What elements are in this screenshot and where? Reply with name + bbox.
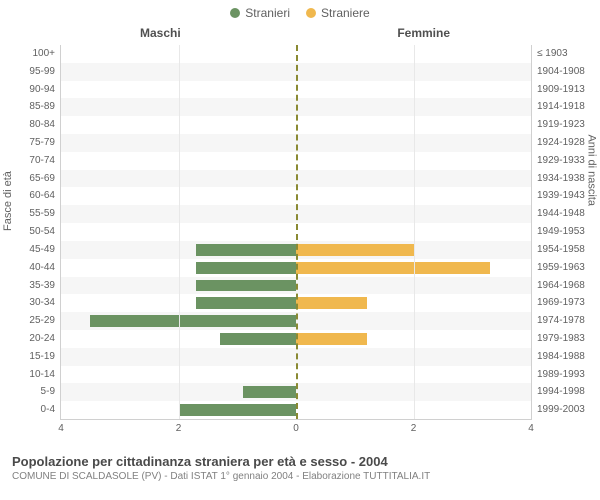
- year-label: 1939-1943: [531, 187, 585, 205]
- legend-swatch-male: [230, 8, 240, 18]
- bar-male: [196, 280, 296, 292]
- year-label: 1959-1963: [531, 259, 585, 277]
- year-label: 1969-1973: [531, 294, 585, 312]
- x-tick-label: 2: [411, 419, 417, 434]
- age-label: 5-9: [41, 383, 61, 401]
- age-label: 35-39: [29, 277, 61, 295]
- age-label: 40-44: [29, 259, 61, 277]
- legend-item-male: Stranieri: [230, 6, 290, 20]
- year-label: 1954-1958: [531, 241, 585, 259]
- chart-footer: Popolazione per cittadinanza straniera p…: [12, 454, 588, 482]
- x-tick-label: 0: [293, 419, 299, 434]
- gridline-vertical: [179, 45, 180, 419]
- year-label: 1929-1933: [531, 152, 585, 170]
- year-label: 1984-1988: [531, 348, 585, 366]
- chart-container: Stranieri Straniere Maschi Femmine Fasce…: [0, 0, 600, 500]
- age-label: 30-34: [29, 294, 61, 312]
- bar-male: [196, 262, 296, 274]
- age-label: 55-59: [29, 205, 61, 223]
- bar-female: [296, 333, 367, 345]
- age-label: 65-69: [29, 170, 61, 188]
- year-label: 1919-1923: [531, 116, 585, 134]
- y-axis-title-right: Anni di nascita: [586, 134, 598, 206]
- year-label: 1964-1968: [531, 277, 585, 295]
- year-label: 1949-1953: [531, 223, 585, 241]
- year-label: 1934-1938: [531, 170, 585, 188]
- legend-label-female: Straniere: [321, 6, 370, 20]
- chart-subtitle: COMUNE DI SCALDASOLE (PV) - Dati ISTAT 1…: [12, 471, 588, 482]
- year-label: 1914-1918: [531, 98, 585, 116]
- year-label: 1974-1978: [531, 312, 585, 330]
- age-label: 90-94: [29, 81, 61, 99]
- year-label: 1989-1993: [531, 366, 585, 384]
- bar-male: [243, 386, 296, 398]
- bar-male: [90, 315, 296, 327]
- age-label: 60-64: [29, 187, 61, 205]
- year-label: 1909-1913: [531, 81, 585, 99]
- x-tick-label: 2: [176, 419, 182, 434]
- bar-female: [296, 244, 414, 256]
- year-label: 1904-1908: [531, 63, 585, 81]
- year-label: 1944-1948: [531, 205, 585, 223]
- age-label: 45-49: [29, 241, 61, 259]
- age-label: 20-24: [29, 330, 61, 348]
- age-label: 50-54: [29, 223, 61, 241]
- year-label: 1924-1928: [531, 134, 585, 152]
- age-label: 100+: [32, 45, 61, 63]
- bar-male: [196, 297, 296, 309]
- chart-title: Popolazione per cittadinanza straniera p…: [12, 454, 588, 469]
- age-label: 70-74: [29, 152, 61, 170]
- legend-swatch-female: [306, 8, 316, 18]
- center-divider: [296, 45, 298, 419]
- age-label: 95-99: [29, 63, 61, 81]
- x-tick-label: 4: [528, 419, 534, 434]
- age-label: 80-84: [29, 116, 61, 134]
- bar-male: [179, 404, 297, 416]
- year-label: 1994-1998: [531, 383, 585, 401]
- year-label: 1999-2003: [531, 401, 585, 419]
- age-label: 10-14: [29, 366, 61, 384]
- year-label: 1979-1983: [531, 330, 585, 348]
- bar-male: [196, 244, 296, 256]
- bar-female: [296, 262, 490, 274]
- legend: Stranieri Straniere: [0, 0, 600, 20]
- bar-female: [296, 297, 367, 309]
- y-axis-title-left: Fasce di età: [2, 171, 14, 231]
- legend-label-male: Stranieri: [245, 6, 290, 20]
- x-tick-label: 4: [58, 419, 64, 434]
- legend-item-female: Straniere: [306, 6, 370, 20]
- year-label: ≤ 1903: [531, 45, 568, 63]
- age-label: 25-29: [29, 312, 61, 330]
- bar-male: [220, 333, 296, 345]
- column-title-male: Maschi: [140, 26, 181, 40]
- age-label: 75-79: [29, 134, 61, 152]
- age-label: 85-89: [29, 98, 61, 116]
- age-label: 0-4: [41, 401, 61, 419]
- column-title-female: Femmine: [397, 26, 450, 40]
- gridline-vertical: [414, 45, 415, 419]
- chart-plot-area: 100+≤ 190395-991904-190890-941909-191385…: [60, 45, 532, 420]
- age-label: 15-19: [29, 348, 61, 366]
